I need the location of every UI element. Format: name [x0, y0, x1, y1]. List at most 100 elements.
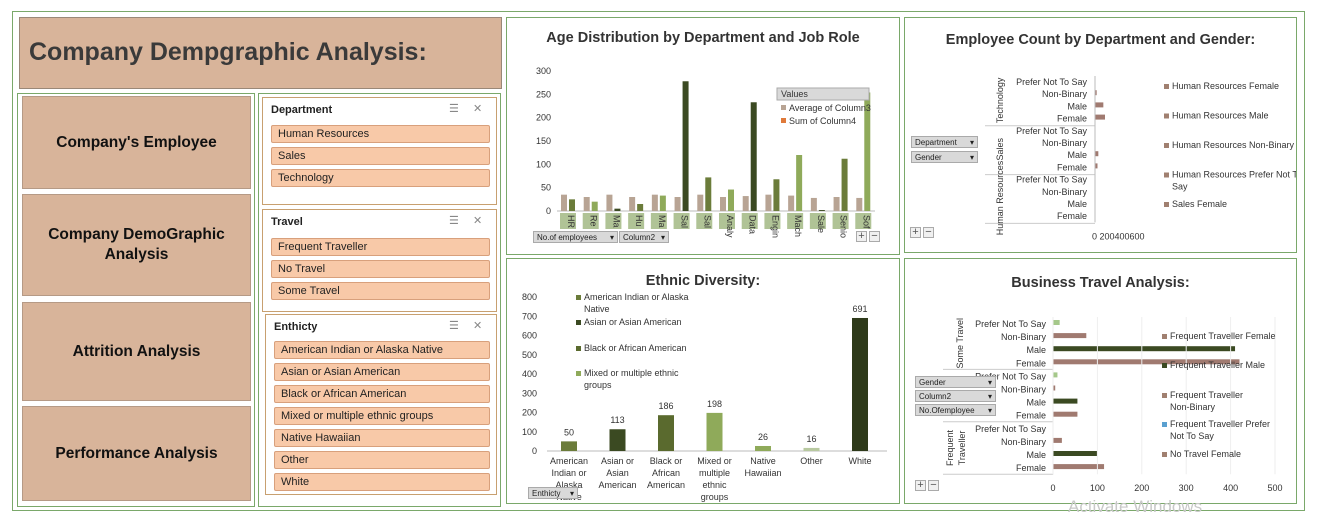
field-button[interactable]: No.Ofemployee: [915, 404, 996, 416]
bar: [561, 441, 577, 451]
row-label: Male: [1026, 345, 1046, 355]
bar: [1095, 90, 1097, 96]
slicer-item[interactable]: American Indian or Alaska Native: [274, 341, 490, 359]
bar-sum: [591, 201, 598, 211]
row-label: Non-Binary: [1042, 187, 1088, 197]
bar-sum: [728, 189, 734, 211]
y-tick-label: 250: [536, 89, 551, 99]
bar-average: [583, 197, 590, 211]
x-tick-label: Sale: [816, 215, 826, 233]
row-label: Female: [1057, 211, 1087, 221]
legend-swatch: [576, 320, 581, 325]
legend-label: American Indian or Alaska: [584, 292, 689, 302]
row-label: Prefer Not To Say: [1016, 175, 1087, 185]
y-tick-label: 700: [522, 311, 537, 321]
data-label: 691: [852, 304, 867, 314]
dashboard-frame: [12, 11, 1305, 511]
page-title-box: Company Dempgraphic Analysis:: [19, 17, 502, 89]
slicer-item[interactable]: Frequent Traveller: [271, 238, 490, 256]
x-category-box: [560, 213, 576, 229]
x-tick-label: Sal: [702, 215, 712, 228]
zoom-out-icon[interactable]: −: [923, 227, 934, 238]
zoom-out-icon[interactable]: −: [869, 231, 880, 242]
slicer-item[interactable]: Mixed or multiple ethnic groups: [274, 407, 490, 425]
slicer-item[interactable]: Technology: [271, 169, 490, 187]
nav-performance-button[interactable]: Performance Analysis: [22, 406, 251, 501]
row-label: Non-Binary: [1001, 332, 1047, 342]
travel-slicer: Travel ☰ ✕ Frequent Traveller No Travel …: [262, 209, 497, 312]
zoom-in-icon[interactable]: +: [910, 227, 921, 238]
bar: [1053, 372, 1058, 378]
row-label: Prefer Not To Say: [1016, 126, 1087, 136]
clear-filter-icon[interactable]: ✕: [473, 320, 483, 332]
multi-select-icon[interactable]: ☰: [449, 215, 459, 227]
row-label: Male: [1026, 450, 1046, 460]
zoom-out-icon[interactable]: −: [928, 480, 939, 491]
slicer-item[interactable]: White: [274, 473, 490, 491]
field-button[interactable]: Column2: [915, 390, 996, 402]
multi-select-icon[interactable]: ☰: [449, 320, 459, 332]
row-label: Male: [1026, 398, 1046, 408]
bar: [1053, 320, 1060, 325]
nav-label: Attrition Analysis: [72, 342, 201, 360]
x-tick-label: Ma: [611, 215, 621, 228]
field-button[interactable]: Department: [911, 136, 978, 148]
bar: [1053, 333, 1087, 339]
field-button[interactable]: No.of employees: [533, 231, 618, 243]
bar-average: [833, 197, 840, 211]
clear-filter-icon[interactable]: ✕: [473, 103, 483, 115]
legend-label: No Travel Female: [1170, 449, 1241, 459]
nav-demographic-button[interactable]: Company DemoGraphic Analysis: [22, 194, 251, 296]
field-button[interactable]: Gender: [911, 151, 978, 163]
slicer-item[interactable]: Human Resources: [271, 125, 490, 143]
data-label: 186: [658, 401, 673, 411]
legend-swatch: [1162, 334, 1167, 339]
multi-select-icon[interactable]: ☰: [449, 103, 459, 115]
row-label: Prefer Not To Say: [1016, 77, 1087, 87]
legend-label: Frequent Traveller Female: [1170, 331, 1276, 341]
slicer-header: Travel: [271, 216, 303, 228]
chart-title: Business Travel Analysis:: [1011, 275, 1190, 291]
page-title: Company Dempgraphic Analysis:: [29, 38, 427, 66]
x-tick-label: 100: [1090, 483, 1105, 493]
zoom-in-icon[interactable]: +: [856, 231, 867, 242]
legend-swatch: [1164, 172, 1169, 178]
nav-attrition-button[interactable]: Attrition Analysis: [22, 302, 251, 401]
zoom-in-icon[interactable]: +: [915, 480, 926, 491]
row-label: Prefer Not To Say: [975, 424, 1046, 434]
clear-filter-icon[interactable]: ✕: [473, 215, 483, 227]
slicer-header: Department: [271, 104, 333, 116]
x-tick-label: groups: [701, 492, 729, 502]
field-button[interactable]: Gender: [915, 376, 996, 388]
row-label: Female: [1057, 162, 1087, 172]
x-category-box: [650, 213, 667, 229]
x-tick-label: Analy: [725, 215, 735, 238]
slicer-item[interactable]: Black or African American: [274, 385, 490, 403]
row-label: Female: [1057, 114, 1087, 124]
x-tick-label: 0: [1050, 483, 1055, 493]
legend-swatch: [781, 105, 786, 110]
nav-company-employee-button[interactable]: Company's Employee: [22, 96, 251, 189]
ethnicity-slicer: Enthicty ☰ ✕ American Indian or Alaska N…: [265, 314, 497, 495]
slicer-item[interactable]: Asian or Asian American: [274, 363, 490, 381]
x-category-box: [855, 213, 872, 229]
group-label: Sales: [995, 137, 1005, 160]
bar: [1053, 451, 1098, 456]
legend-label: Frequent Traveller Male: [1170, 360, 1265, 370]
bar-sum: [796, 155, 803, 211]
slicer-header: Enthicty: [274, 321, 318, 333]
chart-title: Age Distribution by Department and Job R…: [546, 30, 860, 46]
row-label: Male: [1067, 101, 1087, 111]
field-button[interactable]: Enthicty: [528, 487, 578, 499]
row-label: Female: [1016, 463, 1046, 473]
slicer-item[interactable]: No Travel: [271, 260, 490, 278]
slicer-item[interactable]: Some Travel: [271, 282, 490, 300]
y-tick-label: 50: [541, 183, 551, 193]
nav-label: Company DemoGraphic Analysis: [48, 226, 225, 263]
slicer-item[interactable]: Other: [274, 451, 490, 469]
slicer-item[interactable]: Sales: [271, 147, 490, 165]
legend-label: Human Resources Female: [1172, 81, 1279, 91]
slicer-item[interactable]: Native Hawaiian: [274, 429, 490, 447]
legend-swatch: [781, 118, 786, 123]
field-button[interactable]: Column2: [619, 231, 669, 243]
